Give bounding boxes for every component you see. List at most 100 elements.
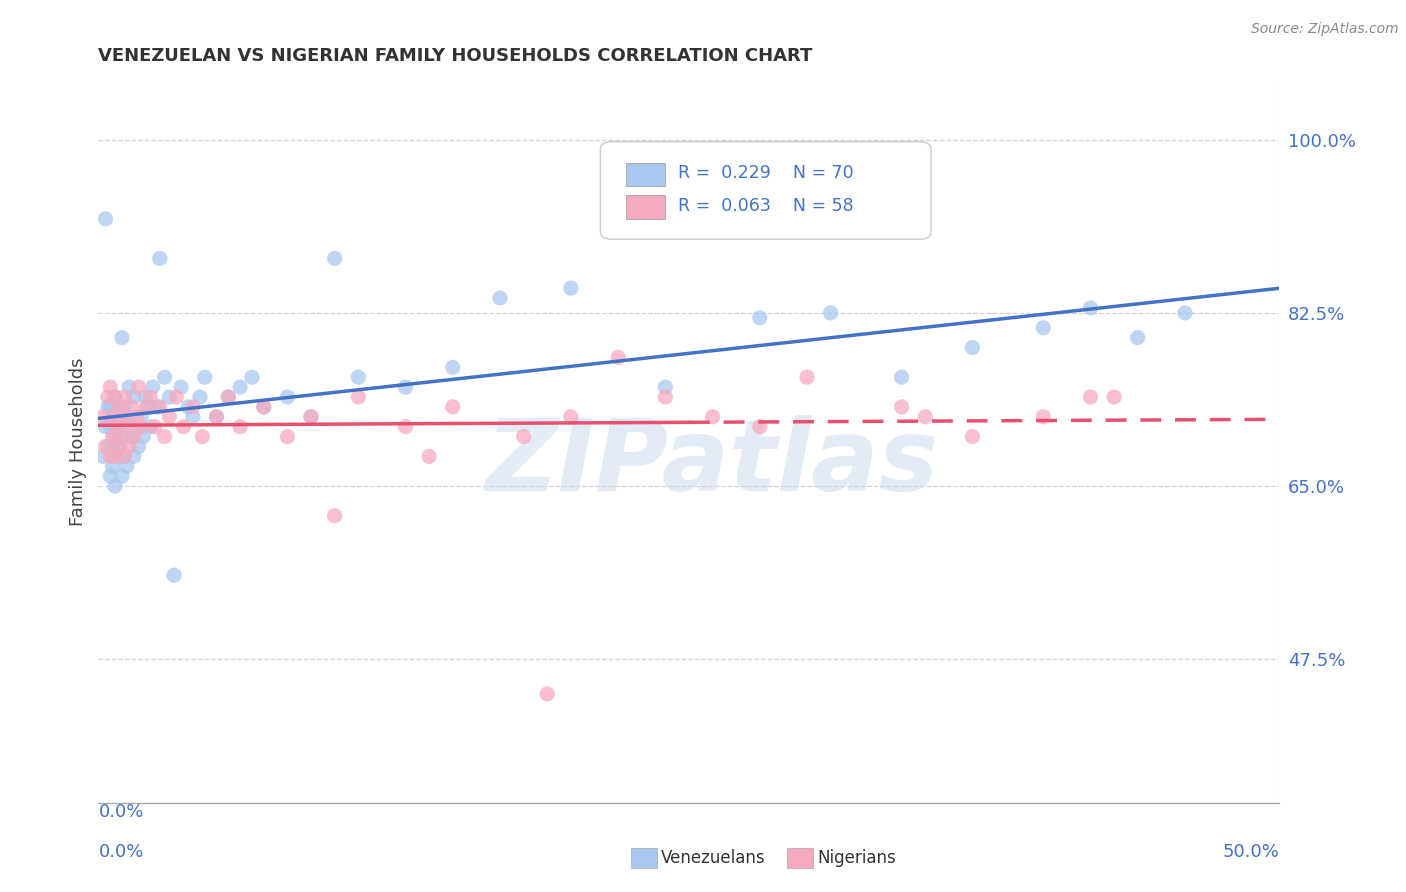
Point [229, 419, 252, 434]
Point [796, 370, 818, 384]
Point [172, 419, 194, 434]
Text: 0.0%: 0.0% [98, 843, 143, 861]
Point [101, 459, 124, 474]
FancyBboxPatch shape [626, 195, 665, 219]
Point [111, 330, 134, 344]
Point [394, 419, 416, 434]
Point [139, 419, 162, 434]
Point [108, 400, 131, 414]
Point [181, 409, 204, 424]
Point [129, 409, 152, 424]
Point [98, 380, 121, 394]
Point [191, 429, 214, 443]
Point [105, 419, 128, 434]
Point [205, 409, 228, 424]
Point [139, 390, 162, 404]
Point [142, 380, 165, 394]
Point [1102, 390, 1125, 404]
Point [98, 450, 121, 464]
Point [240, 370, 263, 384]
Text: R =  0.063    N = 58: R = 0.063 N = 58 [678, 197, 853, 215]
Point [188, 390, 211, 404]
Point [98, 469, 121, 483]
Point [108, 429, 131, 443]
Point [229, 380, 252, 394]
Point [125, 409, 148, 424]
Point [418, 450, 440, 464]
Point [105, 440, 128, 454]
Point [1080, 390, 1102, 404]
Text: VENEZUELAN VS NIGERIAN FAMILY HOUSEHOLDS CORRELATION CHART: VENEZUELAN VS NIGERIAN FAMILY HOUSEHOLDS… [98, 47, 813, 65]
Point [125, 419, 148, 434]
Point [153, 370, 176, 384]
Point [97, 400, 120, 414]
Text: Source: ZipAtlas.com: Source: ZipAtlas.com [1251, 22, 1399, 37]
Point [149, 400, 172, 414]
Point [1080, 301, 1102, 315]
Point [121, 429, 143, 443]
Point [1032, 409, 1054, 424]
Point [112, 450, 135, 464]
Point [560, 409, 582, 424]
Point [111, 469, 134, 483]
Point [104, 429, 127, 443]
Point [115, 419, 138, 434]
Point [112, 450, 135, 464]
Point [205, 409, 228, 424]
Point [394, 380, 416, 394]
Point [299, 409, 322, 424]
Point [820, 306, 842, 320]
Point [101, 409, 124, 424]
Point [115, 409, 138, 424]
Point [654, 380, 676, 394]
Point [118, 419, 141, 434]
Point [177, 400, 200, 414]
Point [253, 400, 276, 414]
Text: R =  0.229    N = 70: R = 0.229 N = 70 [678, 164, 853, 183]
Point [157, 390, 180, 404]
Text: Venezuelans: Venezuelans [661, 849, 765, 867]
Point [101, 429, 124, 443]
Point [104, 390, 127, 404]
Point [118, 380, 141, 394]
Point [128, 440, 150, 454]
Point [135, 400, 157, 414]
FancyBboxPatch shape [600, 142, 931, 239]
Point [217, 390, 239, 404]
Point [97, 440, 120, 454]
Point [489, 291, 512, 305]
Point [115, 459, 138, 474]
Point [101, 409, 124, 424]
Text: ZIPatlas: ZIPatlas [486, 415, 939, 512]
Point [143, 419, 166, 434]
Point [108, 440, 131, 454]
Point [276, 429, 298, 443]
Point [962, 341, 984, 355]
Point [122, 450, 145, 464]
Point [890, 370, 912, 384]
Point [253, 400, 276, 414]
Point [163, 568, 186, 582]
Point [111, 429, 134, 443]
Point [1032, 320, 1054, 334]
Point [607, 351, 630, 365]
Point [104, 479, 127, 493]
Point [1174, 306, 1197, 320]
Point [104, 450, 127, 464]
Point [129, 419, 152, 434]
Point [94, 440, 117, 454]
Point [560, 281, 582, 295]
Point [181, 400, 204, 414]
Point [101, 440, 124, 454]
Point [165, 390, 187, 404]
Point [122, 429, 145, 443]
Point [118, 440, 141, 454]
Point [512, 429, 534, 443]
Point [194, 370, 217, 384]
Point [98, 419, 121, 434]
Point [112, 400, 135, 414]
Y-axis label: Family Households: Family Households [69, 358, 87, 525]
Point [299, 409, 322, 424]
Point [962, 429, 984, 443]
Point [91, 450, 114, 464]
